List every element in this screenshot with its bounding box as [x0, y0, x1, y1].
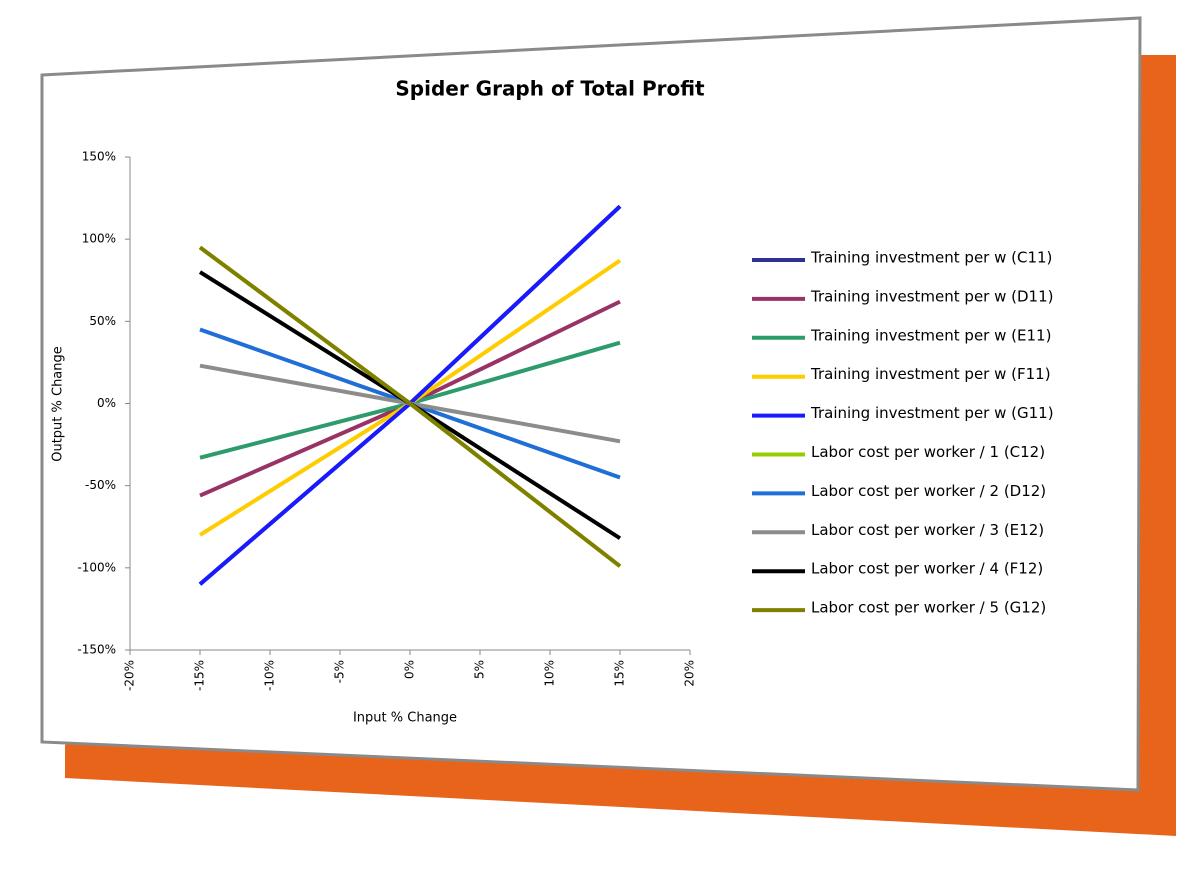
x-tick-label: 20%: [683, 660, 697, 687]
y-tick-label: 100%: [82, 232, 116, 246]
series-line: [198, 245, 622, 568]
legend-label: Training investment per w (D11): [810, 287, 1054, 305]
legend-label: Labor cost per worker / 2 (D12): [811, 482, 1046, 500]
legend-label: Training investment per w (G11): [810, 404, 1054, 422]
x-tick-label: 5%: [473, 660, 487, 679]
x-tick-label: 10%: [543, 660, 557, 687]
legend-label: Labor cost per worker / 4 (F12): [811, 560, 1043, 578]
chart-panel: [40, 16, 1142, 792]
legend-label: Labor cost per worker / 3 (E12): [811, 521, 1044, 539]
legend-label: Training investment per w (C11): [810, 249, 1052, 267]
legend-label: Labor cost per worker / 5 (G12): [811, 599, 1046, 617]
y-axis-title: Output % Change: [51, 346, 66, 462]
legend-label: Training investment per w (F11): [810, 365, 1051, 383]
y-tick-label: -100%: [77, 560, 116, 574]
x-tick-label: 0%: [403, 660, 417, 679]
chart-title: Spider Graph of Total Profit: [395, 77, 705, 101]
y-tick-label: 150%: [82, 150, 116, 164]
x-tick-label: -5%: [333, 660, 347, 683]
y-tick-label: 50%: [89, 314, 116, 328]
x-tick-label: -10%: [263, 660, 277, 691]
x-tick-label: -15%: [193, 660, 207, 691]
x-tick-label: -20%: [123, 660, 137, 691]
y-tick-label: -150%: [77, 643, 116, 657]
x-tick-label: 15%: [613, 660, 627, 687]
legend-label: Training investment per w (E11): [810, 326, 1051, 344]
y-tick-label: -50%: [85, 478, 116, 492]
x-axis-title: Input % Change: [353, 711, 457, 726]
y-tick-label: 0%: [97, 396, 116, 410]
legend-label: Labor cost per worker / 1 (C12): [811, 443, 1045, 461]
plot: -150% -100% -50% 0% 50% 100% 150% -20% -15% -10% -…: [77, 150, 1053, 692]
